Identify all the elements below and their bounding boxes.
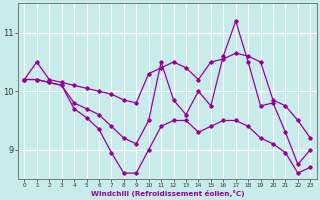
X-axis label: Windchill (Refroidissement éolien,°C): Windchill (Refroidissement éolien,°C): [91, 190, 244, 197]
